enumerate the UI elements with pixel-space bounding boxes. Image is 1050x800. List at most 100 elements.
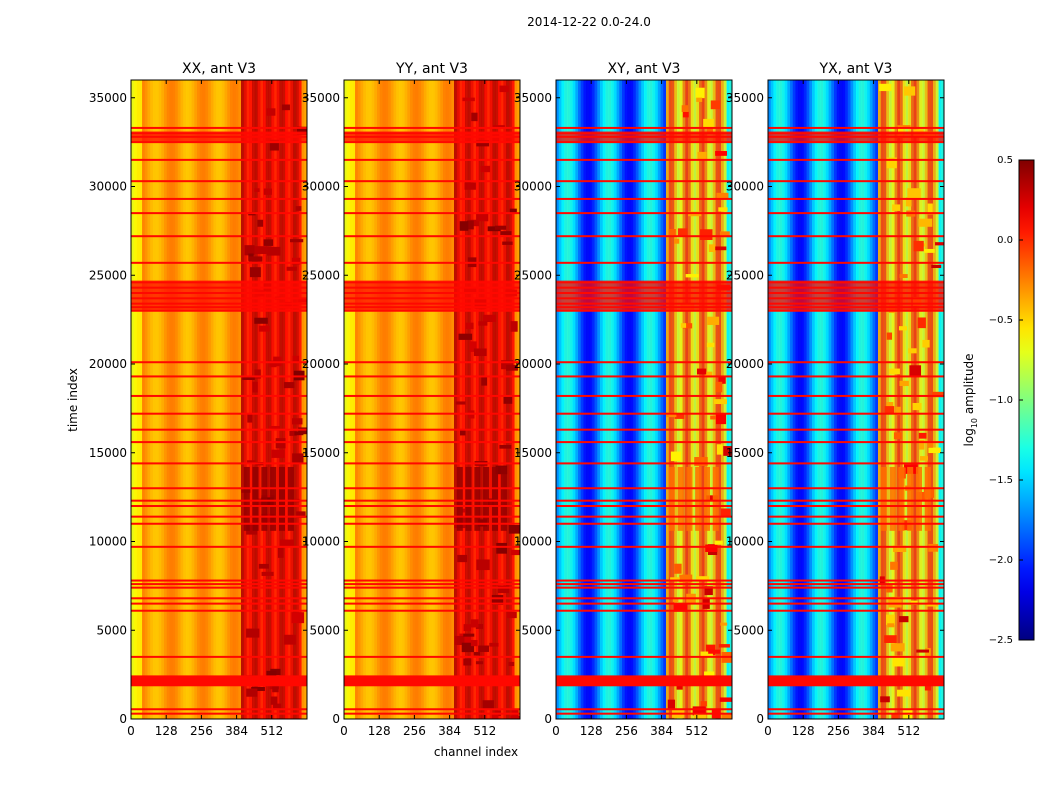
heatmap-rfi-blob (481, 376, 488, 386)
flagged-row-line (344, 212, 520, 215)
heatmap-column (941, 80, 944, 719)
heatmap-column (726, 80, 730, 719)
heatmap-column (517, 80, 520, 719)
heatmap-column (265, 80, 269, 719)
heatmap-column (432, 80, 436, 719)
heatmap-column (591, 80, 595, 719)
heatmap-column (268, 80, 272, 719)
heatmap-column (779, 80, 783, 719)
heatmap-column (578, 80, 582, 719)
heatmap-rfi-blob (261, 513, 275, 522)
heatmap-column (809, 80, 813, 719)
heatmap-rfi-blob (482, 314, 497, 323)
heatmap-rfi-blob (478, 321, 488, 326)
heatmap-rfi-blob (903, 86, 916, 96)
heatmap-column (801, 80, 805, 719)
flagged-row-line (556, 197, 732, 200)
x-tick-label: 256 (403, 724, 426, 738)
heatmap-column (646, 80, 650, 719)
heatmap-column (668, 80, 672, 719)
heatmap-column (476, 80, 480, 719)
heatmap-column (589, 80, 593, 719)
heatmap-column (927, 80, 931, 719)
heatmap-column (172, 80, 176, 719)
heatmap-rfi-blob (898, 326, 908, 331)
heatmap-column (440, 80, 444, 719)
heatmap-rfi-blob (281, 104, 290, 111)
flagged-band (344, 131, 520, 143)
heatmap-rfi-blob (893, 545, 907, 552)
x-tick-label: 0 (340, 724, 348, 738)
heatmap-rfi-blob (719, 231, 730, 238)
heatmap-column (133, 80, 137, 719)
heatmap-rfi-blob (471, 112, 478, 122)
heatmap-column (456, 80, 460, 719)
flagged-row-line (131, 583, 307, 586)
colorbar-tick-label: 0.5 (997, 155, 1013, 166)
heatmap-rfi-blob (497, 585, 510, 594)
heatmap-rfi-blob (666, 412, 677, 418)
heatmap-rfi-blob (248, 256, 263, 262)
flagged-row-line (131, 586, 307, 589)
flagged-row-line (131, 515, 307, 518)
heatmap-column (197, 80, 201, 719)
heatmap-rfi-blob (928, 447, 941, 454)
heatmap-column (839, 80, 843, 719)
heatmap-column (144, 80, 148, 719)
heatmap-rfi-blob (710, 415, 716, 420)
heatmap-column (385, 80, 389, 719)
heatmap-rfi-blob (884, 635, 897, 643)
heatmap-column (891, 80, 895, 719)
heatmap-rfi-blob (668, 228, 676, 237)
heatmap-column (500, 80, 504, 719)
heatmap-rfi-blob (899, 380, 909, 387)
heatmap-rfi-blob (491, 714, 499, 719)
heatmap-column (366, 80, 370, 719)
heatmap-column (219, 80, 223, 719)
flagged-row-line (556, 412, 732, 415)
heatmap-rfi-blob (720, 622, 728, 626)
heatmap-rfi-blob (508, 661, 515, 667)
heatmap-rfi-blob (283, 382, 295, 389)
heatmap-column (564, 80, 568, 719)
heatmap-rfi-blob (700, 701, 707, 707)
y-tick-label: 5000 (521, 623, 552, 637)
heatmap-column (388, 80, 392, 719)
heatmap-column (230, 80, 234, 719)
flagged-row-line (556, 586, 732, 589)
heatmap-column (274, 80, 278, 719)
flagged-row-line (131, 375, 307, 378)
heatmap-rfi-blob (501, 360, 514, 370)
flagged-row-line (344, 505, 520, 507)
heatmap-rfi-blob (461, 642, 475, 653)
heatmap-rfi-blob (277, 547, 284, 558)
heatmap-rfi-blob (289, 239, 304, 243)
flagged-row-line (556, 441, 732, 444)
y-tick-label: 0 (756, 712, 764, 726)
flagged-row-line (131, 655, 307, 658)
heatmap-rfi-blob (917, 317, 926, 329)
heatmap-column (407, 80, 411, 719)
heatmap-rfi-blob (473, 348, 487, 357)
y-tick-label: 30000 (514, 180, 552, 194)
flagged-row-line (344, 708, 520, 711)
flagged-row-line (344, 655, 520, 658)
flagged-row-line (556, 261, 732, 264)
heatmap-rfi-blob (487, 226, 501, 232)
heatmap-column (379, 80, 383, 719)
heatmap-column (842, 80, 846, 719)
heatmap-rfi-blob (685, 274, 699, 278)
heatmap-rfi-blob (251, 687, 265, 691)
figure-title: 2014-12-22 0.0-24.0 (527, 15, 651, 29)
heatmap-cells (768, 80, 944, 719)
heatmap-column (845, 80, 849, 719)
heatmap-column (889, 80, 893, 719)
heatmap-column (221, 80, 225, 719)
heatmap-rfi-blob (704, 586, 713, 596)
heatmap-column (487, 80, 491, 719)
heatmap-rfi-blob (475, 661, 484, 665)
heatmap-rfi-blob (692, 706, 706, 716)
flagged-row-line (768, 602, 944, 605)
heatmap-rfi-blob (670, 451, 682, 462)
heatmap-column (175, 80, 179, 719)
